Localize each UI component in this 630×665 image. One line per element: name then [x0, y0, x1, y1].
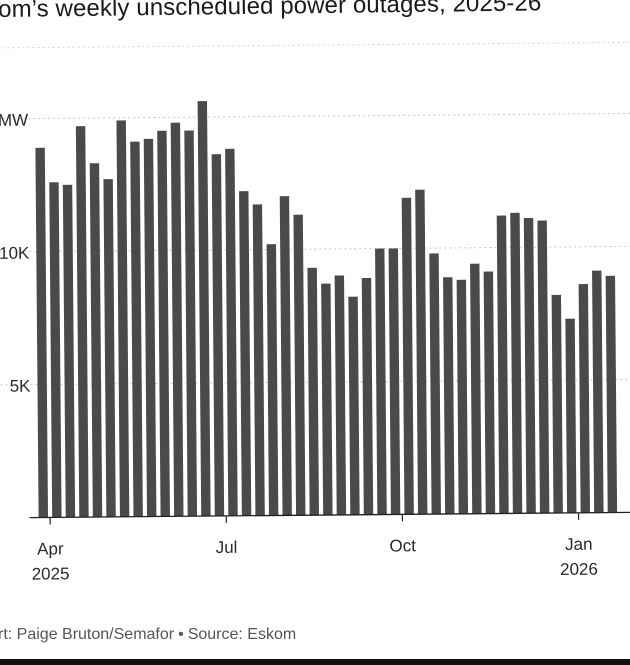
bar-31	[456, 279, 469, 514]
bar-10	[170, 122, 184, 517]
bar-25	[375, 248, 387, 515]
x-tick-label-3: Jan	[565, 535, 593, 554]
bar-5	[103, 179, 116, 517]
bar-7	[130, 141, 143, 517]
x-axis-line	[29, 511, 630, 519]
bar-29	[429, 253, 441, 515]
bar-1	[49, 182, 62, 518]
bar-23	[348, 296, 360, 515]
bar-40	[578, 283, 591, 513]
bar-41	[592, 270, 604, 513]
x-tick-sublabel-3: 2026	[560, 560, 598, 579]
x-tick-label-0: Apr	[37, 539, 64, 558]
bar-19	[293, 214, 306, 516]
x-tick-sublabel-0: 2025	[32, 564, 70, 583]
bar-14	[225, 148, 238, 516]
credit-source: Source: Eskom	[187, 626, 297, 643]
x-tick-label-2: Oct	[389, 536, 416, 555]
bar-8	[143, 138, 157, 517]
y-tick-label-0: 5K	[10, 377, 32, 396]
bar-34	[496, 215, 509, 514]
bar-series	[35, 101, 618, 518]
gridline-top	[0, 41, 630, 49]
bar-38	[551, 294, 563, 514]
bottom-rule	[0, 659, 630, 665]
bar-12	[197, 101, 211, 517]
gridline-2	[0, 112, 630, 120]
y-tick-label-2: MW	[0, 111, 28, 130]
bar-3	[75, 126, 89, 518]
bar-33	[483, 271, 496, 514]
bar-26	[388, 248, 401, 515]
bar-32	[470, 263, 482, 514]
bar-35	[510, 212, 523, 514]
credit-author: rt: Paige Bruton/Semafor	[0, 626, 175, 643]
bar-18	[279, 196, 292, 516]
bar-28	[415, 189, 428, 515]
bar-11	[184, 130, 198, 517]
chart-credit: rt: Paige Bruton/Semafor • Source: Eskom	[0, 626, 296, 644]
x-axis	[29, 511, 630, 519]
bar-17	[266, 244, 279, 516]
bar-13	[211, 154, 225, 517]
bar-39	[565, 318, 577, 513]
bar-0	[35, 147, 49, 518]
y-axis-labels: 5K 10K MW	[0, 111, 31, 396]
bar-16	[252, 204, 265, 516]
credit-separator: •	[178, 626, 184, 643]
bar-24	[361, 277, 374, 515]
x-tick-label-1: Jul	[216, 538, 238, 557]
bar-42	[605, 275, 618, 513]
bar-20	[307, 267, 320, 516]
y-tick-label-1: 10K	[0, 244, 30, 263]
bar-37	[537, 220, 550, 514]
bar-6	[116, 120, 130, 517]
bar-15	[239, 191, 252, 516]
bar-36	[523, 217, 536, 514]
bar-4	[89, 163, 103, 518]
bar-2	[62, 184, 76, 518]
bar-30	[443, 277, 455, 515]
bar-21	[321, 283, 333, 516]
bar-9	[157, 130, 170, 517]
bar-27	[401, 197, 414, 515]
bar-22	[334, 275, 347, 515]
x-axis-labels: Apr 2025 Jul Oct Jan 2026	[32, 512, 598, 584]
